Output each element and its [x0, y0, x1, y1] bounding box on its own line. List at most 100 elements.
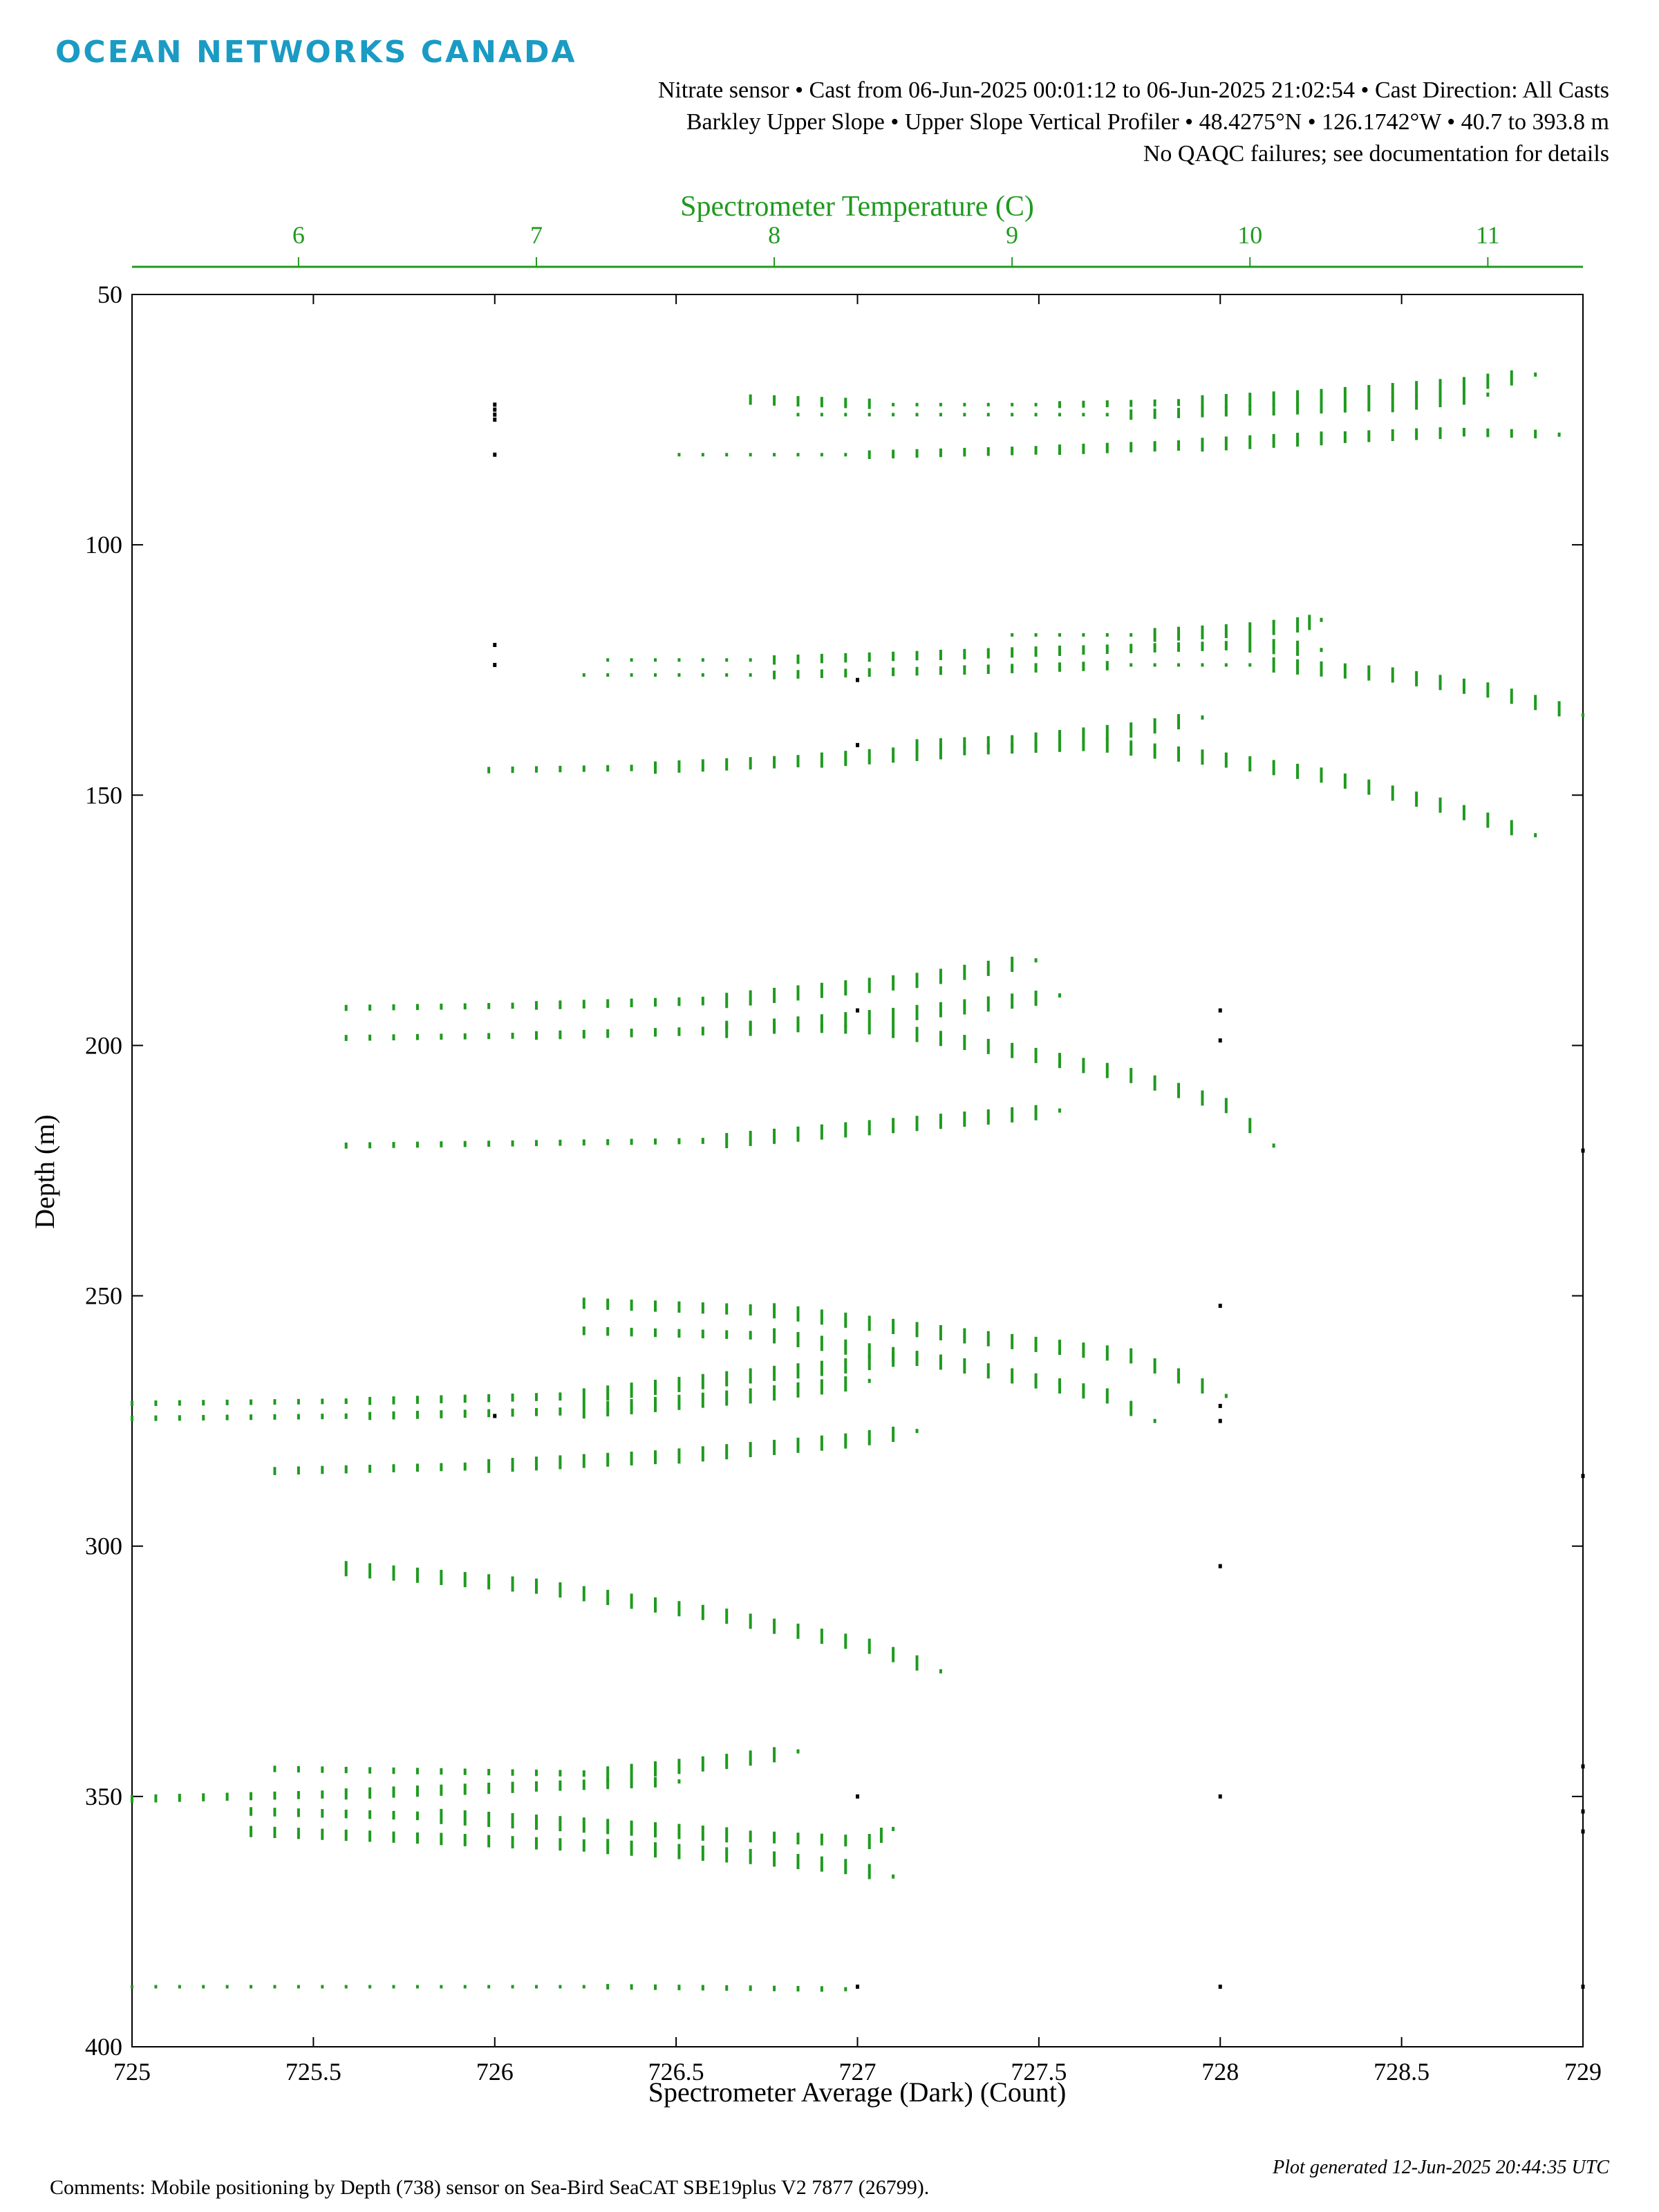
temperature-point [796, 1437, 800, 1453]
temperature-point [1534, 695, 1537, 711]
temperature-point [1343, 774, 1347, 789]
temperature-point [677, 760, 681, 773]
temperature-point [939, 448, 942, 458]
temperature-point [368, 1767, 372, 1774]
temperature-point [273, 1399, 276, 1405]
temperature-point [892, 402, 895, 406]
temperature-point [1510, 820, 1513, 836]
temperature-point [1058, 1340, 1061, 1356]
temperature-point [463, 1409, 467, 1418]
temperature-point [725, 1390, 729, 1406]
temperature-point [392, 1142, 395, 1148]
temperature-point [796, 1985, 800, 1991]
temperature-point [677, 1394, 681, 1410]
temperature-point [534, 766, 538, 773]
temperature-point [225, 1414, 229, 1421]
temperature-point [1153, 743, 1156, 759]
dark-count-point [493, 452, 497, 457]
temperature-point [1296, 433, 1300, 447]
y-tick-label: 200 [85, 1031, 122, 1059]
temperature-point [701, 1302, 704, 1314]
temperature-point [606, 1452, 610, 1467]
temperature-point [773, 1618, 776, 1634]
temperature-point [986, 664, 990, 674]
temperature-point [868, 1834, 871, 1850]
temperature-point [749, 990, 752, 1006]
temperature-point [773, 453, 776, 457]
dark-count-point [493, 1414, 497, 1418]
temperature-point [463, 1834, 467, 1846]
temperature-point [1011, 1107, 1014, 1123]
temperature-point [606, 1138, 610, 1145]
x-axis-label: Spectrometer Average (Dark) (Count) [648, 2077, 1067, 2108]
temperature-point [463, 1462, 467, 1471]
temperature-point [701, 759, 704, 772]
temperature-point [773, 1365, 776, 1381]
temperature-point [392, 1985, 395, 1989]
temperature-point [559, 1455, 562, 1470]
temperature-point [1462, 377, 1465, 393]
temperature-point [701, 1825, 704, 1841]
temperature-point [725, 1022, 729, 1038]
temperature-point [654, 1028, 657, 1037]
temperature-point [487, 1003, 491, 1009]
temperature-point [986, 1038, 990, 1054]
temperature-point [582, 1779, 585, 1790]
temperature-point [630, 1398, 633, 1414]
temperature-point [1034, 1336, 1038, 1352]
left-axis-ticks: 50 100 150 200 250 300 350 400 [85, 281, 1583, 2061]
temperature-point [1034, 646, 1038, 657]
temperature-point [344, 1398, 348, 1405]
temperature-point [1058, 1108, 1061, 1113]
temperature-point [820, 1986, 823, 1992]
temperature-point [915, 1429, 919, 1434]
temperature-point [415, 1985, 419, 1989]
temperature-point [1557, 432, 1561, 437]
temperature-point [773, 1747, 776, 1763]
temperature-point [392, 1831, 395, 1843]
temperature-point [1415, 394, 1418, 410]
temperature-point [654, 1761, 657, 1777]
temperature-point [820, 1124, 823, 1140]
temperature-point [701, 1845, 704, 1861]
temperature-point [1082, 645, 1085, 655]
temperature-point [582, 1839, 585, 1852]
temperature-point [796, 1126, 800, 1142]
x2-tick-label: 10 [1237, 221, 1262, 249]
temperature-point [606, 1589, 610, 1605]
temperature-point [582, 1454, 585, 1468]
temperature-point [1011, 743, 1014, 754]
temperature-point [915, 1004, 919, 1020]
temperature-point [868, 450, 871, 460]
y-tick-label: 400 [85, 2033, 122, 2061]
dark-count-point [1581, 1148, 1585, 1153]
temperature-point [892, 1826, 895, 1831]
temperature-point [915, 739, 919, 751]
temperature-point [1557, 701, 1561, 717]
temperature-point [297, 1398, 300, 1405]
temperature-point [131, 1416, 133, 1422]
temperature-point [868, 1024, 871, 1035]
temperature-point [630, 658, 633, 662]
temperature-point [1308, 615, 1311, 630]
temperature-point [796, 1363, 800, 1379]
temperature-point [225, 1985, 229, 1989]
temperature-point [1011, 1042, 1014, 1058]
temperature-point [986, 402, 990, 406]
temperature-point [344, 1142, 348, 1149]
temperature-point [415, 1811, 419, 1821]
temperature-point [534, 1770, 538, 1777]
temperature-point [820, 1023, 823, 1033]
temperature-point [606, 765, 610, 772]
temperature-point [915, 449, 919, 458]
temperature-point [630, 673, 633, 677]
temperature-point [559, 1030, 562, 1040]
temperature-point [630, 1820, 633, 1836]
dark-count-point [1581, 1809, 1585, 1814]
temperature-point [677, 1779, 681, 1784]
temperature-point [677, 1448, 681, 1464]
temperature-point [1130, 1067, 1133, 1083]
temperature-point [892, 1874, 895, 1879]
temperature-point [1367, 384, 1371, 400]
temperature-point [1201, 625, 1204, 639]
